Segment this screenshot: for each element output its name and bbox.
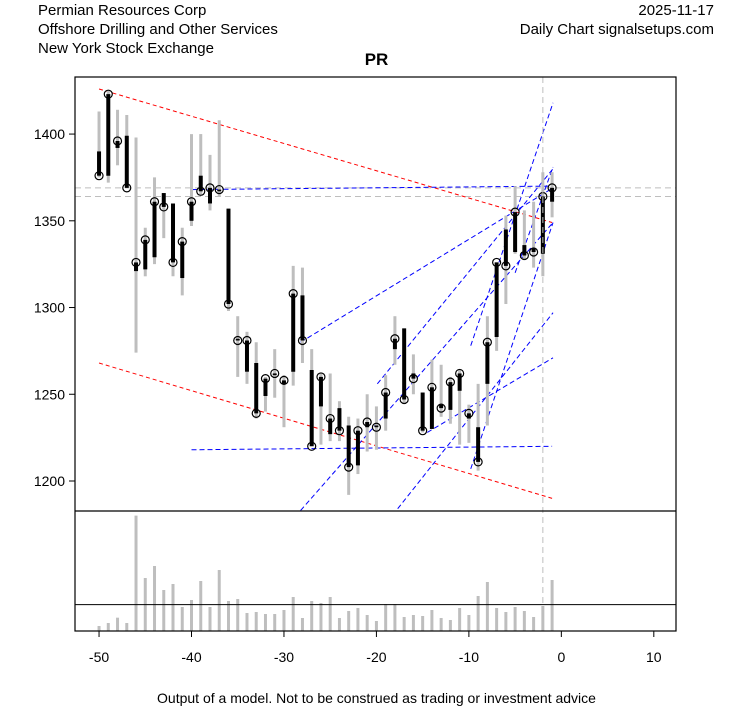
close-marker	[122, 183, 132, 193]
trend-line	[191, 185, 553, 191]
close-marker	[288, 289, 298, 299]
x-tick-label: -20	[366, 649, 386, 665]
trend-line	[470, 222, 554, 470]
disclaimer: Output of a model. Not to be construed a…	[157, 690, 596, 706]
close-marker	[325, 413, 335, 424]
close-marker	[464, 408, 474, 418]
close-marker	[501, 261, 511, 271]
x-tick-label: -40	[181, 649, 201, 665]
trend-line	[427, 357, 554, 433]
close-marker	[519, 250, 529, 261]
close-marker	[390, 334, 400, 344]
close-marker	[427, 382, 437, 392]
close-marker	[251, 408, 261, 418]
close-marker	[436, 403, 446, 413]
close-marker	[408, 374, 419, 384]
x-tick-label: -50	[89, 649, 109, 665]
trend-line	[470, 102, 554, 346]
trend-line	[376, 168, 554, 385]
close-marker	[445, 377, 455, 387]
close-marker	[270, 368, 280, 379]
plot-frame	[74, 76, 677, 632]
close-marker	[399, 394, 409, 405]
close-marker	[186, 197, 197, 207]
close-marker	[297, 335, 308, 346]
price-panel	[75, 88, 676, 511]
close-marker	[547, 183, 557, 193]
close-marker	[510, 207, 520, 217]
close-marker	[371, 422, 382, 432]
close-marker	[103, 89, 113, 99]
exchange-label: New York Stock Exchange	[38, 40, 214, 57]
trend-line	[191, 445, 553, 451]
close-marker	[94, 171, 104, 181]
chart-date: 2025-11-17	[638, 2, 714, 19]
close-marker	[177, 237, 187, 247]
y-tick-label: 1200	[34, 473, 65, 489]
close-marker	[131, 257, 141, 268]
industry-label: Offshore Drilling and Other Services	[38, 21, 278, 38]
close-marker	[492, 257, 502, 268]
close-marker	[353, 426, 363, 436]
channel-line	[98, 362, 553, 499]
close-marker	[223, 299, 234, 309]
y-tick-label: 1300	[34, 300, 65, 316]
trend-line	[397, 312, 554, 510]
x-tick-label: 0	[557, 649, 565, 665]
close-marker	[381, 387, 391, 398]
x-tick-label: -30	[274, 649, 294, 665]
close-marker	[316, 372, 326, 382]
close-marker	[529, 247, 539, 257]
close-marker	[418, 426, 428, 436]
close-marker	[334, 426, 345, 436]
close-marker	[307, 441, 317, 451]
close-marker	[482, 337, 492, 347]
close-marker	[362, 417, 372, 427]
y-tick-label: 1350	[34, 213, 65, 229]
close-marker	[344, 462, 354, 472]
close-marker	[279, 375, 289, 385]
chart-source: Daily Chart signalsetups.com	[519, 21, 714, 38]
x-tick-label: 10	[646, 649, 662, 665]
close-marker	[112, 136, 123, 146]
y-tick-label: 1250	[34, 386, 65, 402]
close-marker	[242, 335, 252, 346]
company-name: Permian Resources Corp	[38, 2, 207, 19]
close-marker	[233, 335, 243, 346]
close-marker	[159, 202, 169, 212]
channel-line	[98, 88, 553, 224]
close-marker	[149, 197, 160, 207]
close-marker	[196, 186, 206, 196]
close-marker	[205, 183, 215, 193]
close-marker	[455, 368, 465, 379]
x-tick-label: -10	[459, 649, 479, 665]
close-marker	[473, 457, 483, 467]
chart-title: PR	[364, 50, 389, 69]
trend-line	[300, 187, 554, 343]
trend-line	[300, 222, 554, 511]
y-tick-label: 1400	[34, 126, 65, 142]
close-marker	[214, 184, 224, 195]
close-marker	[140, 235, 150, 245]
close-marker	[260, 374, 271, 384]
close-marker	[168, 257, 178, 268]
